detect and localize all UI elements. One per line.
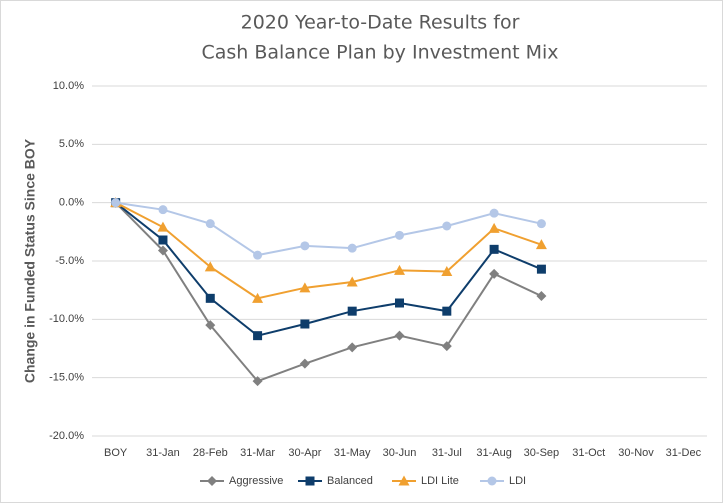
marker	[158, 205, 168, 215]
y-tick-label: -20.0%	[49, 430, 84, 442]
marker	[300, 241, 310, 251]
marker	[299, 358, 310, 369]
y-tick-label: 0.0%	[59, 197, 84, 209]
marker	[394, 264, 405, 275]
x-tick-label: 30-Sep	[524, 447, 559, 459]
x-tick-label: 31-Jul	[432, 447, 462, 459]
marker	[347, 306, 357, 316]
marker	[346, 276, 358, 287]
series-line	[114, 201, 542, 383]
x-tick-label: BOY	[104, 447, 128, 459]
marker	[441, 266, 453, 276]
marker	[205, 320, 216, 331]
marker	[158, 235, 168, 245]
x-tick-label: 31-Mar	[240, 447, 275, 459]
marker	[207, 476, 217, 486]
marker	[488, 222, 500, 233]
series-line	[115, 201, 542, 300]
legend-label: LDI	[509, 475, 526, 487]
x-tick-label: 31-Aug	[476, 447, 511, 459]
marker	[441, 341, 452, 352]
x-tick-label: 28-Feb	[193, 447, 228, 459]
marker	[253, 250, 263, 260]
marker	[442, 306, 452, 316]
marker	[398, 475, 410, 486]
marker	[489, 268, 500, 279]
x-tick-label: 30-Apr	[288, 447, 321, 459]
marker	[253, 331, 263, 341]
marker	[157, 245, 168, 256]
x-tick-label: 30-Nov	[618, 447, 654, 459]
legend-label: Aggressive	[229, 475, 283, 487]
x-tick-label: 31-Jan	[146, 447, 180, 459]
marker	[395, 298, 404, 308]
marker	[347, 342, 358, 353]
y-tick-label: 10.0%	[53, 80, 84, 92]
marker	[205, 219, 215, 229]
legend-label: Balanced	[327, 475, 373, 487]
marker	[489, 208, 499, 218]
y-tick-label: -5.0%	[55, 255, 84, 267]
marker	[489, 244, 499, 254]
y-tick-label: -15.0%	[49, 372, 84, 384]
marker	[394, 330, 405, 341]
marker	[347, 243, 357, 253]
marker	[252, 292, 264, 303]
marker	[252, 376, 263, 387]
y-tick-label: 5.0%	[59, 138, 84, 150]
series-line	[115, 201, 542, 257]
marker	[305, 476, 315, 486]
y-axis-label: Change in Funded Status Since BOY	[22, 138, 38, 383]
series-line	[115, 201, 542, 337]
marker	[299, 282, 311, 293]
marker	[205, 293, 215, 303]
marker	[204, 261, 216, 272]
x-tick-label: 31-Dec	[666, 447, 702, 459]
y-tick-label: -10.0%	[49, 313, 84, 325]
marker	[487, 476, 497, 486]
marker	[395, 230, 404, 240]
marker	[111, 198, 121, 208]
chart-title: 2020 Year-to-Date Results for	[241, 12, 520, 34]
marker	[536, 291, 547, 301]
x-tick-label: 31-May	[334, 447, 371, 459]
marker	[536, 219, 546, 229]
marker	[300, 319, 310, 329]
marker	[442, 221, 452, 231]
x-tick-label: 30-Jun	[383, 447, 417, 459]
x-tick-label: 31-Oct	[572, 447, 605, 459]
legend-label: LDI Lite	[421, 475, 459, 487]
marker	[535, 239, 547, 250]
marker	[536, 264, 546, 274]
chart-title: Cash Balance Plan by Investment Mix	[201, 42, 558, 64]
marker	[157, 221, 169, 232]
